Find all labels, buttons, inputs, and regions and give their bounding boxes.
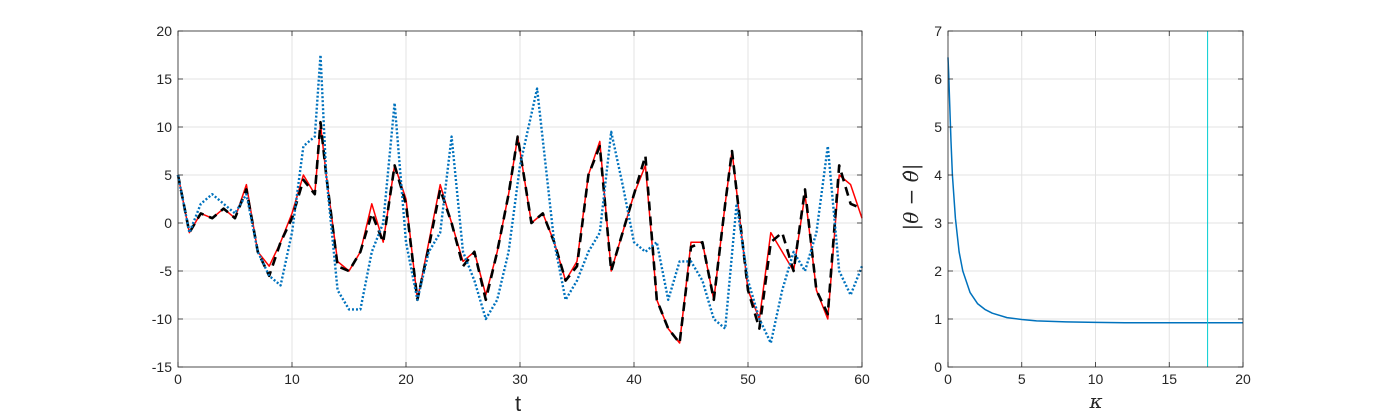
left-tick-marks	[177, 30, 863, 368]
left-series-lines	[176, 53, 864, 345]
left-y-tick-label: 5	[164, 167, 172, 183]
right-x-tick-labels: 0 5 10 15 20	[944, 371, 1251, 387]
left-x-tick-label: 40	[626, 371, 642, 387]
left-y-tick-labels: -15 -10 -5 0 5 10 15 20	[152, 23, 172, 375]
right-x-tick-label: 20	[1235, 371, 1251, 387]
right-x-tick-label: 5	[1018, 371, 1026, 387]
right-y-tick-label: 4	[934, 167, 942, 183]
right-tick-marks	[947, 30, 1244, 368]
left-x-tick-label: 20	[398, 371, 414, 387]
right-y-tick-label: 7	[934, 23, 942, 39]
right-y-axis-label: |θ − θ̂|	[899, 163, 924, 230]
right-y-tick-label: 6	[934, 71, 942, 87]
right-series-lines	[947, 57, 1243, 324]
left-y-tick-label: 20	[156, 23, 172, 39]
left-x-tick-label: 50	[740, 371, 756, 387]
time-series-panel: 0 10 20 30 40 50 60 -15 -10 -5 0 5 10 15 20 t	[152, 23, 870, 413]
left-x-tick-label: 60	[854, 371, 870, 387]
right-y-tick-label: 1	[934, 311, 942, 327]
right-y-tick-label: 5	[934, 119, 942, 135]
left-y-tick-label: 15	[156, 71, 172, 87]
left-grid	[177, 30, 863, 368]
right-y-tick-label: 0	[934, 359, 942, 375]
right-x-tick-label: 15	[1161, 371, 1177, 387]
left-x-tick-label: 10	[284, 371, 300, 387]
left-x-tick-label: 30	[512, 371, 528, 387]
right-y-tick-labels: 0 1 2 3 4 5 6 7	[934, 23, 942, 375]
right-series-solid-line	[947, 57, 1243, 324]
right-x-tick-label: 10	[1088, 371, 1104, 387]
right-y-tick-label: 3	[934, 215, 942, 231]
left-series-dotted-line	[176, 53, 864, 345]
left-x-axis-label: t	[515, 391, 521, 413]
left-series-solid-line	[177, 123, 863, 344]
left-x-tick-label: 0	[174, 371, 182, 387]
left-x-tick-labels: 0 10 20 30 40 50 60	[174, 371, 870, 387]
left-y-tick-label: -10	[152, 311, 172, 327]
left-y-tick-label: 0	[164, 215, 172, 231]
right-x-tick-label: 0	[944, 371, 952, 387]
left-y-tick-label: -5	[160, 263, 173, 279]
right-x-axis-label: κ	[1088, 389, 1102, 413]
error-vs-kappa-panel: 0 5 10 15 20 0 1 2 3 4 5 6 7 κ |θ − θ̂|	[899, 23, 1251, 413]
left-y-tick-label: -15	[152, 359, 172, 375]
left-y-tick-label: 10	[156, 119, 172, 135]
right-y-tick-label: 2	[934, 263, 942, 279]
